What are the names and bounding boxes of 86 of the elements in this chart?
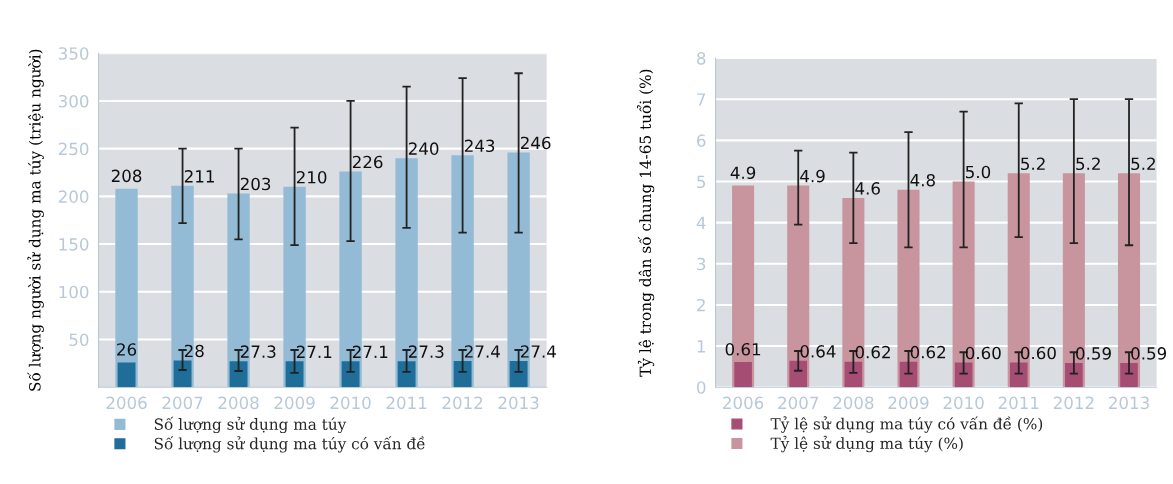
- bar: [285, 361, 304, 388]
- y-tick-label: 0: [697, 381, 706, 394]
- y-tick-label: 5: [697, 175, 706, 189]
- data-label: 5.0: [966, 165, 991, 179]
- data-label: 5.2: [1076, 157, 1100, 171]
- y-tick-label: 50: [69, 333, 89, 347]
- x-tick-label: 2011: [998, 396, 1039, 410]
- y-tick-label: 2: [697, 298, 705, 312]
- legend-label: Số lượng sử dụng ma túy có vấn đề: [154, 436, 425, 453]
- x-tick-label: 2010: [330, 396, 371, 410]
- y-tick-label: 6: [697, 134, 706, 147]
- bar: [1120, 362, 1138, 388]
- data-label: 226: [352, 155, 383, 169]
- data-label: 208: [111, 169, 142, 183]
- bar: [789, 360, 808, 388]
- legend-label: Tỷ lệ sử dụng ma túy có vấn đề (%): [770, 416, 1043, 433]
- data-label: 5.2: [1131, 157, 1155, 171]
- y-tick-label: 100: [59, 285, 89, 299]
- data-label: 0.62: [910, 345, 946, 359]
- data-label: 4.9: [800, 169, 825, 183]
- data-label: 0.64: [800, 345, 836, 358]
- data-label: 0.60: [1020, 346, 1056, 360]
- y-tick-label: 150: [59, 238, 89, 251]
- bar: [1009, 362, 1028, 388]
- x-tick-label: 2008: [833, 396, 874, 410]
- data-label: 243: [464, 139, 495, 153]
- data-label: 4.6: [855, 182, 880, 195]
- data-label: 27.1: [296, 345, 332, 358]
- legend-label: Số lượng sử dụng ma túy: [154, 416, 347, 434]
- data-label: 0.61: [725, 342, 761, 356]
- x-tick-label: 2006: [106, 396, 147, 410]
- y-tick-label: 1: [697, 340, 705, 353]
- data-label: 27.3: [408, 345, 444, 358]
- data-label: 210: [296, 170, 327, 184]
- data-label: 27.1: [352, 345, 388, 358]
- data-label: 26: [117, 343, 137, 356]
- y-tick-label: 8: [697, 52, 706, 65]
- x-tick-label: 2012: [1053, 396, 1094, 410]
- data-label: 27.4: [464, 345, 500, 358]
- y-axis-title: Số lượng người sử dụng ma túy (triệu người): [27, 49, 44, 391]
- bar: [844, 361, 863, 388]
- y-tick-label: 3: [697, 257, 706, 271]
- data-label: 27.3: [240, 345, 276, 358]
- data-label: 246: [520, 136, 551, 150]
- data-label: 4.8: [910, 173, 935, 187]
- bar: [453, 361, 472, 388]
- data-label: 5.2: [1021, 157, 1045, 171]
- y-tick-label: 350: [58, 47, 89, 60]
- data-label: 211: [184, 170, 214, 183]
- bar: [397, 361, 416, 388]
- bar: [1065, 362, 1083, 388]
- data-label: 0.59: [1131, 347, 1167, 360]
- x-tick-label: 2013: [498, 396, 539, 410]
- x-tick-label: 2011: [386, 396, 427, 410]
- bar: [734, 362, 752, 388]
- y-tick-label: 200: [58, 190, 89, 203]
- bar: [229, 361, 248, 388]
- bar: [117, 362, 136, 388]
- x-tick-label: 2009: [888, 396, 929, 410]
- x-tick-label: 2012: [442, 396, 483, 410]
- bar: [173, 360, 192, 388]
- bar: [899, 361, 918, 388]
- x-tick-label: 2007: [778, 396, 819, 410]
- data-label: 0.60: [965, 346, 1001, 360]
- x-tick-label: 2010: [943, 396, 984, 410]
- x-tick-label: 2013: [1109, 396, 1149, 410]
- x-tick-label: 2008: [218, 396, 259, 410]
- legend-label: Tỷ lệ sử dụng ma túy (%): [770, 435, 963, 453]
- x-tick-label: 2007: [162, 396, 203, 410]
- data-label: 0.62: [855, 345, 890, 359]
- data-label: 28: [184, 344, 204, 358]
- x-tick-label: 2009: [274, 396, 315, 410]
- y-tick-label: 250: [58, 142, 89, 156]
- data-label: 0.59: [1076, 347, 1111, 360]
- x-tick-label: 2006: [723, 396, 764, 410]
- data-label: 203: [240, 177, 271, 191]
- y-tick-label: 4: [696, 216, 706, 229]
- data-label: 4.9: [730, 166, 756, 180]
- y-tick-label: 300: [58, 94, 89, 108]
- bar: [115, 188, 138, 388]
- bar: [341, 361, 360, 388]
- data-label: 27.4: [520, 345, 556, 358]
- bar: [509, 361, 528, 388]
- y-axis-title: Tỷ lệ trong dân số chung 14-65 tuổi (%): [637, 69, 655, 377]
- data-label: 240: [408, 142, 439, 155]
- y-tick-label: 7: [697, 93, 706, 106]
